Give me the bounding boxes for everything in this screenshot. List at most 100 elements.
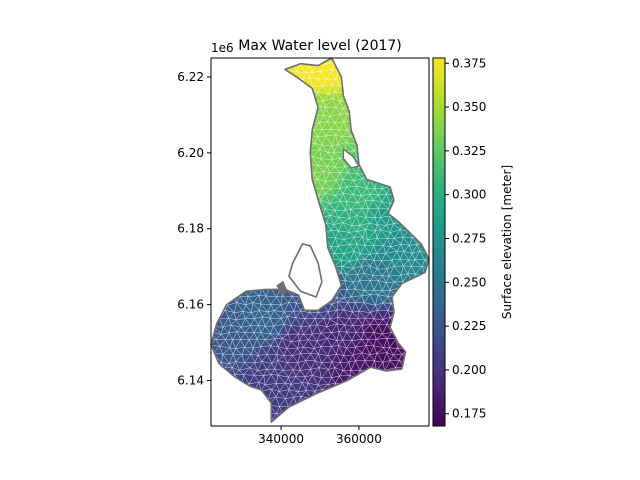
mesh-triangle <box>237 83 247 95</box>
mesh-triangle <box>233 236 242 247</box>
mesh-triangle <box>282 105 295 117</box>
mesh-triangle <box>403 332 414 340</box>
mesh-triangle <box>389 106 401 117</box>
mesh-triangle <box>385 144 395 154</box>
mesh-triangle <box>286 79 298 86</box>
mesh-triangle <box>236 254 245 261</box>
mesh-triangle <box>395 411 403 422</box>
mesh-triangle <box>237 388 244 400</box>
mesh-triangle <box>202 245 210 251</box>
mesh-triangle <box>412 333 420 342</box>
mesh-triangle <box>248 85 260 95</box>
mesh-triangle <box>214 223 225 233</box>
mesh-triangle <box>220 77 227 88</box>
mesh-triangle <box>211 144 216 154</box>
mesh-triangle <box>379 165 389 173</box>
mesh-triangle <box>240 98 250 110</box>
mesh-triangle <box>251 128 265 136</box>
mesh-triangle <box>390 166 401 175</box>
mesh-triangle <box>415 224 427 233</box>
mesh-triangle <box>380 70 390 81</box>
mesh-triangle <box>390 180 402 189</box>
mesh-triangle <box>417 420 426 423</box>
mesh-triangle <box>353 114 362 121</box>
mesh-triangle <box>338 403 349 413</box>
mesh-triangle <box>266 180 278 187</box>
mesh-triangle <box>264 164 272 175</box>
mesh-triangle <box>231 78 242 86</box>
mesh-triangle <box>392 395 400 407</box>
mesh-triangle <box>243 280 253 292</box>
mesh-triangle <box>240 105 250 115</box>
mesh-triangle <box>253 202 262 210</box>
mesh-triangle <box>361 108 369 117</box>
mesh-triangle <box>276 112 286 124</box>
mesh-triangle <box>283 257 291 269</box>
mesh-triangle <box>218 105 228 115</box>
mesh-triangle <box>376 370 385 377</box>
mesh-triangle <box>361 120 372 130</box>
mesh-triangle <box>305 397 313 408</box>
mesh-triangle <box>243 215 254 226</box>
mesh-triangle <box>265 130 277 138</box>
mesh-triangle <box>410 200 421 211</box>
mesh-triangle <box>410 353 423 362</box>
mesh-triangle <box>248 258 260 268</box>
mesh-triangle <box>275 276 286 282</box>
mesh-triangle <box>214 367 224 378</box>
mesh-triangle <box>366 98 376 109</box>
mesh-triangle <box>288 128 298 136</box>
mesh-triangle <box>376 384 388 392</box>
mesh-triangle <box>363 142 375 152</box>
mesh-triangle <box>239 259 250 269</box>
mesh-triangle <box>374 395 383 408</box>
mesh-triangle <box>417 194 428 204</box>
mesh-triangle <box>237 173 245 183</box>
mesh-triangle <box>390 374 402 383</box>
mesh-triangle <box>367 410 377 421</box>
mesh-triangle <box>421 156 429 168</box>
mesh-triangle <box>373 420 383 423</box>
mesh-triangle <box>355 84 365 95</box>
mesh-triangle <box>276 120 286 130</box>
mesh-triangle <box>238 243 244 255</box>
mesh-triangle <box>375 374 382 385</box>
mesh-triangle <box>320 287 332 299</box>
mesh-triangle <box>388 159 401 167</box>
mesh-triangle <box>406 302 416 313</box>
mesh-triangle <box>211 281 217 288</box>
mesh-triangle <box>266 237 277 248</box>
mesh-triangle <box>219 170 231 181</box>
mesh-triangle <box>265 69 277 79</box>
mesh-triangle <box>391 120 401 131</box>
mesh-triangle <box>222 145 232 151</box>
mesh-triangle <box>361 98 369 110</box>
mesh-triangle <box>362 129 370 138</box>
mesh-triangle <box>225 287 239 297</box>
mesh-triangle <box>411 91 422 102</box>
mesh-triangle <box>224 275 232 283</box>
mesh-triangle <box>258 187 268 196</box>
mesh-triangle <box>372 127 382 137</box>
mesh-triangle <box>319 243 329 255</box>
mesh-triangle <box>252 194 262 204</box>
mesh-triangle <box>248 201 257 211</box>
mesh-triangle <box>290 114 303 125</box>
mesh-triangle <box>388 70 400 78</box>
mesh-triangle <box>211 239 221 248</box>
mesh-triangle <box>214 174 223 181</box>
mesh-triangle <box>266 151 274 160</box>
mesh-triangle <box>387 120 396 130</box>
mesh-triangle <box>302 116 311 124</box>
mesh-triangle <box>378 129 388 139</box>
mesh-triangle <box>233 174 243 183</box>
mesh-triangle <box>248 252 257 259</box>
mesh-triangle <box>253 419 263 423</box>
mesh-triangle <box>235 127 246 139</box>
mesh-triangle <box>244 70 253 79</box>
mesh-triangle <box>217 384 227 392</box>
mesh-triangle <box>386 382 395 392</box>
mesh-triangle <box>410 106 423 116</box>
mesh-triangle <box>243 171 255 182</box>
mesh-triangle <box>226 210 237 216</box>
